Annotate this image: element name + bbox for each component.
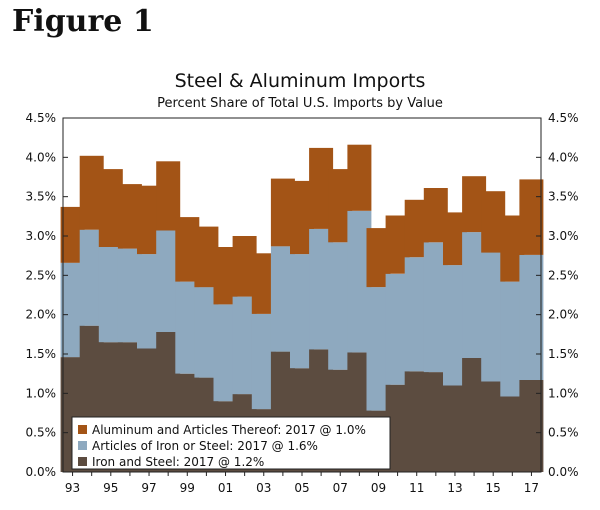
y-tick-label-right: 4.0%: [548, 150, 579, 164]
legend-swatch: [78, 457, 87, 466]
chart-title: Steel & Aluminum Imports: [174, 70, 426, 92]
y-tick-label-left: 2.5%: [26, 268, 57, 282]
x-tick-label-11: 11: [409, 481, 424, 495]
y-tick-label-left: 1.5%: [26, 347, 57, 361]
bar-aluminum-96: [117, 184, 142, 249]
x-tick-label-05: 05: [294, 481, 309, 495]
bar-aluminum-17: [519, 179, 544, 255]
y-tick-label-right: 2.5%: [548, 268, 579, 282]
legend-box: [71, 416, 391, 470]
legend-entry: Aluminum and Articles Thereof: 2017 @ 1.…: [92, 423, 366, 437]
x-tick-label-97: 97: [141, 481, 156, 495]
x-tick-label-99: 99: [180, 481, 195, 495]
x-tick-label-15: 15: [486, 481, 501, 495]
x-tick-label-13: 13: [447, 481, 462, 495]
x-tick-label-95: 95: [103, 481, 118, 495]
bar-iron-steel-17: [519, 380, 544, 472]
legend-swatch: [78, 425, 87, 434]
y-tick-label-left: 0.5%: [26, 426, 57, 440]
x-tick-label-09: 09: [371, 481, 386, 495]
y-tick-label-right: 3.0%: [548, 229, 579, 243]
y-tick-label-left: 4.5%: [26, 111, 57, 125]
bars-layer: [60, 144, 544, 472]
x-tick-label-03: 03: [256, 481, 271, 495]
y-tick-label-right: 4.5%: [548, 111, 579, 125]
axes-ticks: 0.0% 0.0% 0.5% 0.5% 1.0% 1.0% 1.5% 1.5% 2.0% 2.0%…: [26, 111, 579, 495]
legend-entry: Iron and Steel: 2017 @ 1.2%: [92, 455, 264, 469]
y-tick-label-right: 2.0%: [548, 308, 579, 322]
legend-entry: Articles of Iron or Steel: 2017 @ 1.6%: [92, 439, 318, 453]
x-tick-label-93: 93: [65, 481, 80, 495]
y-tick-label-left: 4.0%: [26, 150, 57, 164]
legend-swatch: [78, 441, 87, 450]
y-tick-label-left: 1.0%: [26, 386, 57, 400]
y-tick-label-left: 3.0%: [26, 229, 57, 243]
bar-aluminum-08: [347, 144, 372, 211]
chart-subtitle: Percent Share of Total U.S. Imports by V…: [157, 96, 443, 111]
y-tick-label-left: 0.0%: [26, 465, 57, 479]
x-tick-label-07: 07: [333, 481, 348, 495]
y-tick-label-right: 0.0%: [548, 465, 579, 479]
x-tick-label-17: 17: [524, 481, 539, 495]
bar-articles-96: [117, 248, 142, 343]
y-tick-label-right: 1.0%: [548, 386, 579, 400]
x-tick-label-01: 01: [218, 481, 233, 495]
y-tick-label-right: 0.5%: [548, 426, 579, 440]
y-tick-label-right: 3.5%: [548, 190, 579, 204]
legend: Aluminum and Articles Thereof: 2017 @ 1.…: [71, 416, 391, 470]
y-tick-label-left: 2.0%: [26, 308, 57, 322]
bar-aluminum-03: [251, 253, 276, 314]
bar-articles-17: [519, 254, 544, 380]
bar-articles-03: [251, 313, 276, 410]
figure-label: Figure 1: [12, 4, 154, 39]
y-tick-label-right: 1.5%: [548, 347, 579, 361]
y-tick-label-left: 3.5%: [26, 190, 57, 204]
